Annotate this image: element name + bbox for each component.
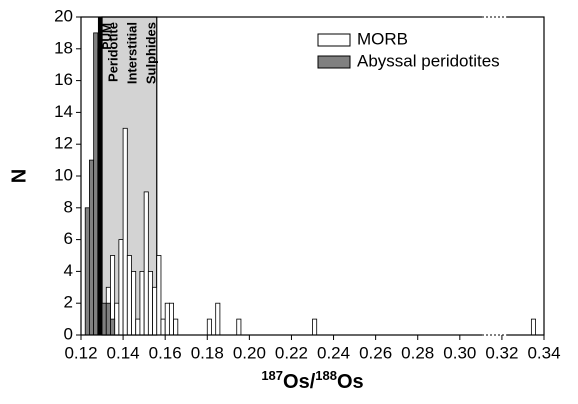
bar xyxy=(118,239,124,336)
legend-swatch xyxy=(317,55,351,69)
label-text: Os/ xyxy=(283,371,316,393)
x-tick-label: 0.22 xyxy=(275,343,308,362)
bar xyxy=(89,159,95,336)
y-tick-label: 4 xyxy=(64,261,73,280)
x-tick-label: 0.30 xyxy=(443,343,476,362)
legend-swatch xyxy=(317,33,351,47)
bar xyxy=(312,318,318,336)
bar xyxy=(101,302,107,336)
bar xyxy=(168,302,175,336)
bar xyxy=(135,318,141,336)
y-tick-label: 18 xyxy=(54,38,73,57)
y-tick-label: 8 xyxy=(64,197,73,216)
x-tick-label: 0.24 xyxy=(317,343,350,362)
bar xyxy=(143,191,149,336)
y-tick-label: 20 xyxy=(54,6,73,25)
bar xyxy=(530,318,536,336)
y-tick-label: 6 xyxy=(64,229,73,248)
x-tick-label: 0.14 xyxy=(107,343,140,362)
bar xyxy=(139,270,145,336)
bar xyxy=(173,318,179,336)
x-tick-label: 0.18 xyxy=(191,343,224,362)
bar xyxy=(152,286,158,336)
bar xyxy=(215,302,221,336)
bar xyxy=(84,207,90,336)
bar xyxy=(126,255,132,336)
label-text: Os xyxy=(337,371,364,393)
bar xyxy=(156,255,162,336)
bar xyxy=(160,318,166,336)
x-tick-label: 0.34 xyxy=(527,343,560,362)
region-label: Sulphides xyxy=(143,22,158,84)
bar xyxy=(110,318,116,336)
x-tick-label: 0.12 xyxy=(64,343,97,362)
y-tick-label: 0 xyxy=(64,324,73,343)
y-tick-label: 14 xyxy=(54,102,73,121)
x-tick-label: 0.32 xyxy=(485,343,518,362)
bar xyxy=(147,270,153,336)
bar xyxy=(236,318,242,336)
bar xyxy=(131,270,137,336)
label-superscript: 188 xyxy=(315,368,337,383)
x-axis-label: 187Os/188Os xyxy=(261,368,363,393)
x-tick-label: 0.16 xyxy=(149,343,182,362)
legend-label: Abyssal peridotites xyxy=(357,51,500,70)
y-axis-label: N xyxy=(8,169,30,183)
label-superscript: 187 xyxy=(261,368,283,383)
y-tick-label: 2 xyxy=(64,293,73,312)
y-tick-label: 16 xyxy=(54,70,73,89)
reference-label: PUM xyxy=(100,23,114,50)
bar xyxy=(105,302,111,336)
region-label: Interstitial xyxy=(124,22,139,84)
x-tick-label: 0.26 xyxy=(359,343,392,362)
bar xyxy=(122,127,128,336)
y-tick-label: 10 xyxy=(54,165,73,184)
bar xyxy=(114,302,120,336)
bar xyxy=(164,302,170,336)
x-tick-label: 0.28 xyxy=(401,343,434,362)
x-tick-label: 0.20 xyxy=(233,343,266,362)
legend-label: MORB xyxy=(357,29,408,48)
bar xyxy=(93,32,99,336)
y-tick-label: 12 xyxy=(54,134,73,153)
region-label: Peridotite xyxy=(105,22,120,82)
bar xyxy=(206,318,212,336)
